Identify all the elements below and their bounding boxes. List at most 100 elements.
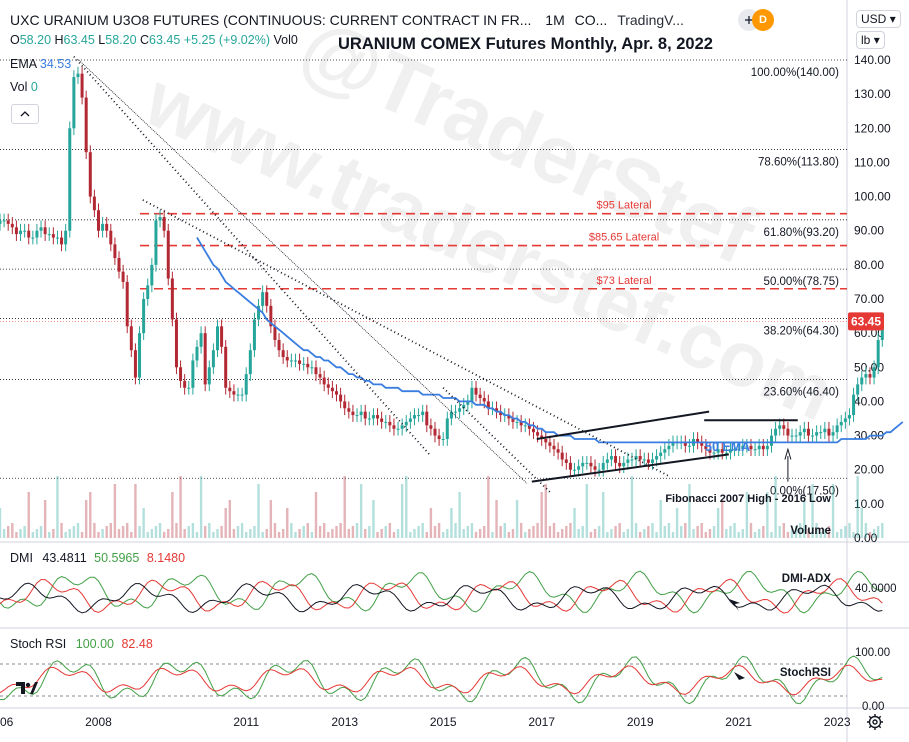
volume-bar <box>622 532 625 538</box>
volume-bar <box>844 526 847 538</box>
volume-bar <box>762 526 765 538</box>
volume-bar <box>593 529 597 538</box>
source: TradingV... <box>617 12 684 28</box>
candle-body <box>724 452 728 454</box>
volume-bar <box>577 529 580 538</box>
candle-body <box>864 374 868 378</box>
volume-bar <box>179 476 182 538</box>
candle-body <box>794 435 798 437</box>
currency-select[interactable]: USD ▾ <box>856 10 901 28</box>
candle-body <box>868 374 872 378</box>
volume-label: Volume <box>790 525 831 537</box>
volume-bar <box>7 526 10 538</box>
volume-bar <box>187 526 190 538</box>
volume-bar <box>638 532 642 538</box>
candle-body <box>663 449 667 453</box>
volume-bar <box>536 523 539 538</box>
x-tick-label: 2017 <box>528 715 555 729</box>
stoch-k-line <box>0 655 883 705</box>
volume-bar <box>269 500 273 538</box>
candle-body <box>634 456 638 460</box>
candle-body <box>437 435 441 439</box>
candle-body <box>585 462 589 464</box>
price-tag-bg <box>848 312 884 331</box>
candle-body <box>757 445 761 450</box>
volume-bar <box>101 529 104 538</box>
fib-level-label: 23.60%(46.40) <box>764 387 840 399</box>
volume-bar <box>462 529 465 538</box>
volume-bar <box>618 523 621 538</box>
volume-bar <box>524 532 527 538</box>
volume-bar <box>203 526 207 538</box>
candle-body <box>14 227 18 235</box>
candle-body <box>355 415 359 417</box>
dmi-legend[interactable]: DMI 43.4811 50.5965 8.1480 <box>10 551 186 565</box>
stochrsi-label: StochRSI <box>780 667 831 679</box>
volume-bar <box>626 529 630 538</box>
volume-bar <box>552 523 556 538</box>
unit-select[interactable]: lb ▾ <box>856 31 885 49</box>
candle-body <box>293 360 297 362</box>
candle-body <box>765 445 769 450</box>
candle-body <box>109 230 113 245</box>
candle-body <box>560 452 564 460</box>
candle-body <box>811 435 815 437</box>
candle-body <box>860 377 864 385</box>
candle-body <box>10 223 14 228</box>
volume-bar <box>306 523 309 538</box>
candle-body <box>482 398 486 402</box>
volume-bar <box>11 523 14 538</box>
volume-bar <box>704 532 708 538</box>
volume-bar <box>220 526 223 538</box>
candle-body <box>671 442 675 446</box>
dividends-icon[interactable]: D <box>752 9 774 31</box>
candle-body <box>687 445 691 447</box>
settings-gear-icon[interactable] <box>866 713 884 731</box>
volume-bar <box>171 492 174 538</box>
volume-bar <box>507 532 511 538</box>
fib-note: Fibonacci 2007 High - 2016 Low <box>665 493 831 505</box>
candle-body <box>339 394 343 402</box>
candle-body <box>417 415 421 417</box>
candle-body <box>745 445 749 447</box>
ema-50-label: 50 EMA <box>705 440 750 454</box>
candle-body <box>470 387 474 402</box>
volume-bar <box>856 476 859 538</box>
volume-bar <box>76 523 80 538</box>
volume-bar <box>589 532 593 538</box>
volume-bar <box>581 526 584 538</box>
stoch-legend[interactable]: Stoch RSI 100.00 82.48 <box>10 637 153 651</box>
vol-legend[interactable]: Vol 0 <box>10 80 38 94</box>
volume-bar <box>491 532 494 538</box>
volume-bar <box>651 523 654 538</box>
candle-body <box>737 449 741 451</box>
candle-body <box>847 415 851 419</box>
volume-bar <box>158 523 162 538</box>
volume-bar <box>774 476 777 538</box>
volume-bar <box>351 526 355 538</box>
candle-body <box>125 281 129 327</box>
volume-bar <box>643 529 646 538</box>
chevron-down-icon: ▾ <box>889 12 896 26</box>
volume-bar <box>811 484 814 538</box>
candle-body <box>39 227 43 231</box>
volume-bar <box>23 526 26 538</box>
symbol-title[interactable]: UXC URANIUM U3O8 FUTURES (CONTINUOUS: CU… <box>10 12 684 28</box>
volume-bar <box>150 529 154 538</box>
volume-bar <box>39 526 43 538</box>
candle-body <box>839 421 843 426</box>
volume-bar <box>97 532 100 538</box>
volume-bar <box>634 523 638 538</box>
volume-bar <box>659 500 662 538</box>
candle-body <box>158 217 162 221</box>
volume-bar <box>835 532 839 538</box>
candle-body <box>622 462 626 467</box>
volume-bar <box>72 526 76 538</box>
collapse-legend-icon[interactable] <box>11 104 39 124</box>
stoch-axis-label: 100.00 <box>855 647 890 659</box>
volume-bar <box>43 500 47 538</box>
ema-legend[interactable]: EMA 34.53 <box>10 57 72 71</box>
tradingview-logo <box>16 680 38 696</box>
stoch-d-line <box>0 664 883 696</box>
